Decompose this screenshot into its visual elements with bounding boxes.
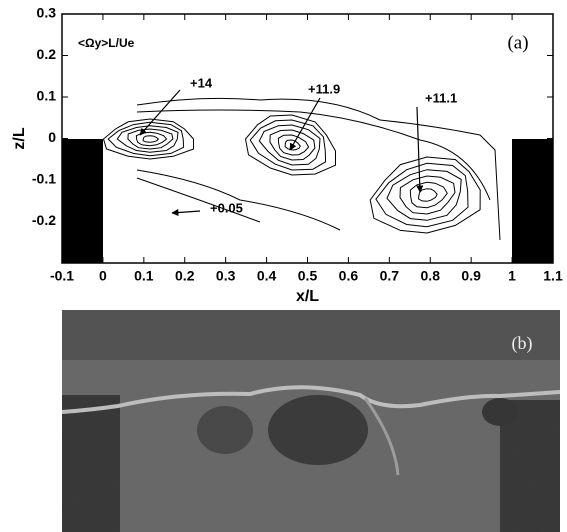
- quantity-label: <Ωy>L/Ue: [78, 36, 135, 50]
- annotation: +14: [190, 75, 213, 90]
- annotation: +11.1: [425, 90, 457, 105]
- axes-frame: [62, 14, 553, 263]
- x-tick-label: 0.3: [216, 268, 236, 284]
- annotation-arrow: [417, 107, 420, 192]
- y-axis-label: z/L: [11, 127, 28, 149]
- x-tick-label: -0.1: [50, 268, 74, 284]
- annotation-arrow: [290, 98, 320, 150]
- contour-line: [376, 163, 468, 226]
- annotation-arrow: [140, 90, 180, 135]
- contour-line: [410, 182, 447, 207]
- y-tick-label: -0.2: [32, 212, 56, 228]
- y-tick-label: 0.2: [37, 46, 57, 62]
- contour-line: [143, 136, 158, 143]
- contour-line: [137, 98, 500, 240]
- figure: -0.1 0 0.1 0.2 0.3 0.4 0.5 0.6 0.7 0.8 0.9 1 1.1 -0.2…: [0, 0, 567, 532]
- annotation: +0.05: [210, 200, 243, 215]
- contour-line: [400, 176, 455, 214]
- x-tick-label: 1.1: [543, 268, 563, 284]
- contour-line: [370, 157, 480, 233]
- x-tick-label: 1: [508, 268, 516, 284]
- panel-label: (a): [507, 32, 528, 53]
- x-tick-label: 0.4: [257, 268, 277, 284]
- x-tick-label: 0: [99, 268, 107, 284]
- x-tick-label: 0.1: [134, 268, 154, 284]
- contour-line: [246, 115, 336, 175]
- x-tick-label: 0.5: [298, 268, 318, 284]
- annotation: +11.9: [308, 81, 340, 96]
- x-tick-label: 0.2: [175, 268, 195, 284]
- annotation-arrow: [172, 211, 200, 213]
- x-axis-label: x/L: [296, 288, 319, 305]
- y-tick-label: 0: [48, 129, 56, 145]
- plot-a: -0.1 0 0.1 0.2 0.3 0.4 0.5 0.6 0.7 0.8 0.9 1 1.1 -0.2…: [11, 5, 563, 306]
- wall: [512, 139, 553, 263]
- photo-b: (b): [62, 310, 560, 532]
- y-tick-label: 0.1: [37, 88, 57, 104]
- y-tick-label: -0.1: [32, 171, 56, 187]
- photo-label: (b): [512, 333, 533, 354]
- x-tick-label: 0.7: [380, 268, 400, 284]
- x-tick-label: 0.6: [339, 268, 359, 284]
- contour-line: [419, 189, 438, 202]
- x-tick-label: 0.8: [421, 268, 441, 284]
- y-tick-label: 0.3: [37, 5, 57, 21]
- wall: [62, 139, 103, 263]
- x-tick-label: 0.9: [461, 268, 481, 284]
- photo-grain: [62, 310, 560, 532]
